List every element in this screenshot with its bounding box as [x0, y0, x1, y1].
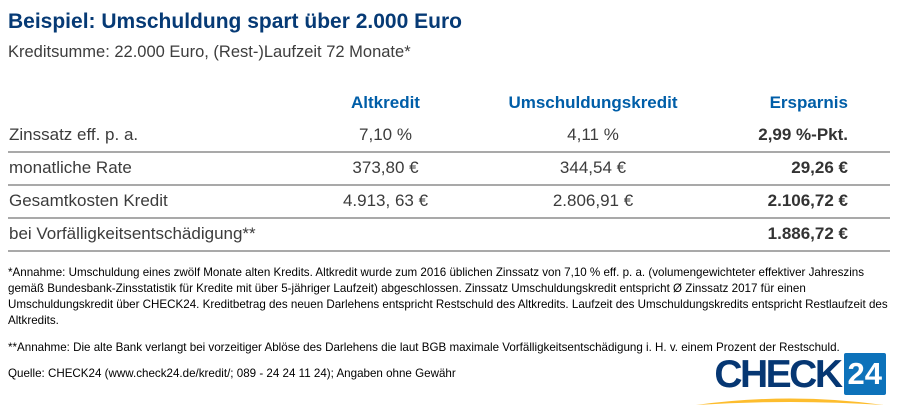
footnote-assumption-2: **Annahme: Die alte Bank verlangt bei vo…: [8, 340, 840, 354]
footnotes: *Annahme: Umschuldung eines zwölf Monate…: [8, 265, 893, 356]
page-subtitle: Kreditsumme: 22.000 Euro, (Rest-)Laufzei…: [8, 43, 411, 61]
table-row: Gesamtkosten Kredit 4.913, 63 € 2.806,91…: [8, 186, 890, 219]
row-umschuldungskredit-value: 2.806,91 €: [552, 191, 634, 210]
row-altkredit-value: 4.913, 63 €: [342, 191, 429, 210]
row-ersparnis-value: 2,99 %-Pkt.: [758, 125, 848, 144]
header-ersparnis: Ersparnis: [769, 93, 848, 112]
logo-24-box: 24: [843, 353, 886, 395]
header-umschuldungskredit: Umschuldungskredit: [508, 93, 678, 112]
header-altkredit: Altkredit: [351, 93, 420, 112]
comparison-table: Altkredit Umschuldungskredit Ersparnis Z…: [8, 88, 890, 252]
row-umschuldungskredit-value: 344,54 €: [559, 158, 627, 177]
row-ersparnis-value: 29,26 €: [791, 158, 848, 177]
check24-logo: CHECK 24: [694, 353, 886, 406]
page-title: Beispiel: Umschuldung spart über 2.000 E…: [8, 10, 462, 33]
infographic-page: Beispiel: Umschuldung spart über 2.000 E…: [8, 10, 893, 405]
row-label: Zinssatz eff. p. a.: [9, 125, 139, 144]
row-altkredit-value: 373,80 €: [352, 158, 419, 177]
row-label: Gesamtkosten Kredit: [9, 191, 168, 210]
logo-check-text: CHECK: [714, 352, 843, 396]
source-line: Quelle: CHECK24 (www.check24.de/kredit/;…: [8, 366, 456, 380]
row-ersparnis-value: 2.106,72 €: [767, 191, 848, 210]
row-altkredit-value: 7,10 %: [359, 125, 412, 144]
logo-yellow-swoosh-icon: [696, 398, 884, 405]
row-ersparnis-value: 1.886,72 €: [767, 224, 848, 243]
table-row: bei Vorfälligkeitsentschädigung** 1.886,…: [8, 219, 890, 252]
row-label: monatliche Rate: [9, 158, 132, 177]
table-header-row: Altkredit Umschuldungskredit Ersparnis: [8, 88, 890, 120]
table-row: monatliche Rate 373,80 € 344,54 € 29,26 …: [8, 153, 890, 186]
row-label: bei Vorfälligkeitsentschädigung**: [9, 224, 256, 243]
table-row: Zinssatz eff. p. a. 7,10 % 4,11 % 2,99 %…: [8, 120, 890, 153]
row-umschuldungskredit-value: 4,11 %: [567, 125, 619, 144]
footnote-assumption-1: *Annahme: Umschuldung eines zwölf Monate…: [8, 266, 888, 327]
